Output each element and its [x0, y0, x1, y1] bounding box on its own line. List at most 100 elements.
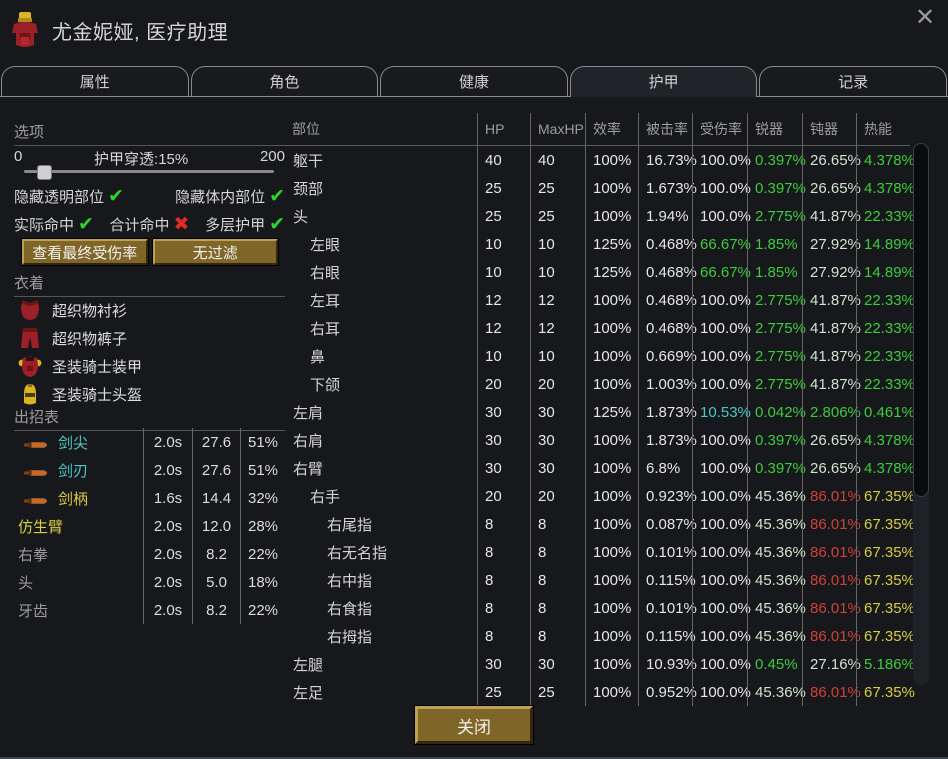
- close-button[interactable]: 关闭: [414, 705, 534, 745]
- view-final-damage-button[interactable]: 查看最终受伤率: [21, 238, 149, 266]
- slider-max-label: 200: [259, 148, 285, 165]
- scrollbar-thumb[interactable]: [913, 143, 929, 497]
- cell-value: 22.33%: [856, 342, 915, 370]
- tab-records[interactable]: 记录: [759, 66, 947, 96]
- cell-value: 27.16%: [802, 650, 861, 678]
- cell-value: 1.94%: [638, 202, 692, 230]
- cell-value: 100.0%: [692, 174, 751, 202]
- cell-value: 100%: [585, 370, 638, 398]
- cell-value: 10: [477, 258, 530, 286]
- body-part-name: 颈部: [293, 180, 324, 198]
- cell-value: 100.0%: [692, 454, 751, 482]
- table-row: 右肩 30 30 100% 1.873% 100.0% 0.397% 26.65% 4.378%: [285, 426, 915, 454]
- cell-value: 10: [530, 342, 585, 370]
- melee-row: 右拳 2.0s 8.2 22%: [14, 540, 285, 568]
- apparel-item[interactable]: 超织物衬衫: [18, 296, 285, 324]
- melee-chance: 22%: [240, 596, 285, 624]
- cell-value: 1.85%: [747, 230, 802, 258]
- cell-value: 100%: [585, 342, 638, 370]
- title-bar: 尤金妮娅, 医疗助理: [10, 10, 228, 50]
- cell-value: 41.87%: [802, 370, 861, 398]
- cell-value: 20: [530, 370, 585, 398]
- cell-value: 30: [477, 650, 530, 678]
- table-row: 头 25 25 100% 1.94% 100.0% 2.775% 41.87% 22.33%: [285, 202, 915, 230]
- cell-value: 0.468%: [638, 230, 697, 258]
- cell-value: 22.33%: [856, 314, 915, 342]
- cell-value: 12: [530, 286, 585, 314]
- cell-value: 0.397%: [747, 146, 806, 174]
- cell-value: 0.115%: [638, 566, 696, 594]
- slider-value-label: 护甲穿透:15%: [94, 151, 189, 168]
- cell-value: 100%: [585, 454, 638, 482]
- slider-min-label: 0: [14, 148, 23, 165]
- cell-value: 0.923%: [638, 482, 697, 510]
- checkmark-icon[interactable]: ✔: [108, 186, 124, 207]
- cell-value: 125%: [585, 398, 638, 426]
- cell-value: 45.36%: [747, 622, 806, 650]
- melee-chance: 51%: [240, 428, 285, 456]
- tab-attributes[interactable]: 属性: [1, 66, 189, 96]
- melee-damage: 27.6: [192, 456, 240, 484]
- body-part-name: 右无名指: [327, 544, 388, 562]
- cell-value: 12: [530, 314, 585, 342]
- cell-value: 100%: [585, 594, 638, 622]
- cell-value: 2.775%: [747, 314, 806, 342]
- scrollbar-track[interactable]: [913, 143, 929, 685]
- tab-character[interactable]: 角色: [190, 66, 379, 96]
- cell-value: 100.0%: [692, 678, 751, 706]
- table-row: 左腿 30 30 100% 10.93% 100.0% 0.45% 27.16% 5.186%: [285, 650, 915, 678]
- checkmark-icon[interactable]: ✔: [269, 186, 285, 207]
- melee-speed: 2.0s: [143, 596, 192, 624]
- checkmark-icon[interactable]: ✔: [269, 214, 285, 235]
- cell-value: 22.33%: [856, 370, 915, 398]
- cross-icon[interactable]: ✖: [173, 214, 190, 235]
- body-part-name: 左腿: [293, 656, 324, 674]
- melee-damage: 5.0: [192, 568, 240, 596]
- cell-value: 67.35%: [856, 482, 915, 510]
- cell-value: 100%: [585, 426, 638, 454]
- cell-value: 1.873%: [638, 398, 697, 426]
- apparel-item[interactable]: 圣装骑士装甲: [18, 352, 285, 380]
- body-part-name: 右食指: [327, 600, 373, 618]
- toggle-total-hit: 合计命中 ✖: [110, 214, 190, 235]
- toggle-row-1: 隐藏透明部位 ✔ 隐藏体内部位 ✔: [14, 186, 285, 207]
- melee-damage: 14.4: [192, 484, 240, 512]
- cell-value: 14.89%: [856, 230, 915, 258]
- cell-value: 20: [477, 370, 530, 398]
- table-row: 右拇指 8 8 100% 0.115% 100.0% 45.36% 86.01% 67.35%: [285, 622, 915, 650]
- cell-value: 41.87%: [802, 342, 861, 370]
- cell-value: 8: [530, 622, 585, 650]
- apparel-item[interactable]: 圣装骑士头盔: [18, 380, 285, 408]
- cell-value: 100.0%: [692, 202, 751, 230]
- body-table-header: 部位 HP MaxHP 效率 被击率 受伤率 锐器 钝器 热能: [285, 113, 910, 146]
- apparel-item[interactable]: 超织物裤子: [18, 324, 285, 352]
- cell-value: 40: [530, 146, 585, 174]
- apparel-item-label: 超织物裤子: [52, 330, 128, 348]
- sword-icon: [24, 493, 50, 504]
- tab-health[interactable]: 健康: [380, 66, 568, 96]
- checkmark-icon[interactable]: ✔: [78, 214, 94, 235]
- cell-value: 0.468%: [638, 286, 697, 314]
- cell-value: 45.36%: [747, 482, 806, 510]
- slider-handle[interactable]: [36, 165, 52, 180]
- armor-penetration-slider[interactable]: [24, 165, 274, 180]
- no-filter-button[interactable]: 无过滤: [151, 238, 279, 266]
- close-icon[interactable]: ✕: [914, 3, 936, 31]
- cell-value: 0.669%: [638, 342, 697, 370]
- cell-value: 2.775%: [747, 286, 806, 314]
- cell-value: 66.67%: [692, 258, 751, 286]
- melee-chance: 32%: [240, 484, 285, 512]
- table-row: 左耳 12 12 100% 0.468% 100.0% 2.775% 41.87% 22.33%: [285, 286, 915, 314]
- body-part-name: 头: [293, 208, 309, 226]
- cell-value: 14.89%: [856, 258, 915, 286]
- melee-row: 仿生臂 2.0s 12.0 28%: [14, 512, 285, 540]
- cell-value: 30: [477, 426, 530, 454]
- cell-value: 67.35%: [856, 594, 915, 622]
- table-row: 右中指 8 8 100% 0.115% 100.0% 45.36% 86.01% 67.35%: [285, 566, 915, 594]
- tab-armor[interactable]: 护甲: [569, 66, 758, 97]
- toggle-actual-hit: 实际命中 ✔: [14, 214, 94, 235]
- cell-value: 100.0%: [692, 482, 751, 510]
- melee-speed: 2.0s: [143, 540, 192, 568]
- cell-value: 100.0%: [692, 538, 751, 566]
